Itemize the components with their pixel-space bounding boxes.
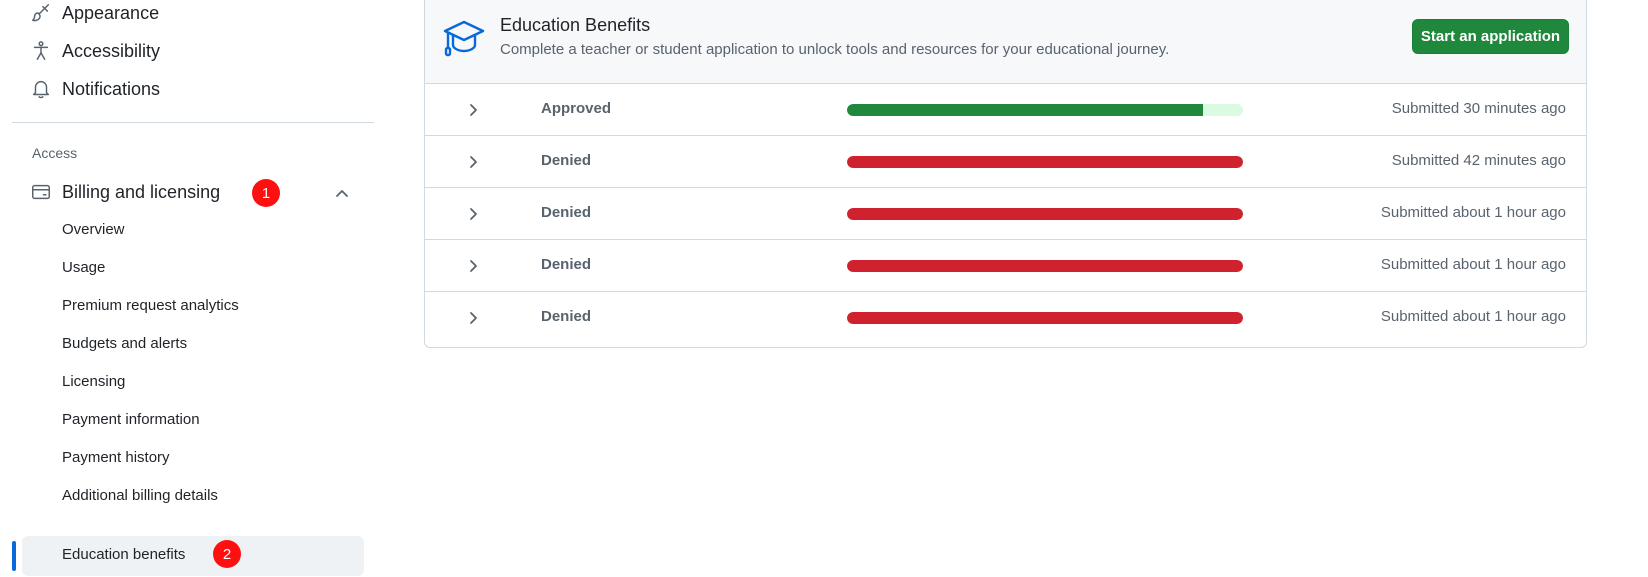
- credit-card-icon: [32, 184, 50, 200]
- sidebar-subitem-payment-information[interactable]: Payment information: [62, 411, 200, 428]
- chevron-right-icon[interactable]: [463, 308, 483, 328]
- sidebar-item-accessibility[interactable]: Accessibility: [30, 40, 160, 62]
- paintbrush-icon: [32, 4, 50, 22]
- chevron-right-icon[interactable]: [463, 256, 483, 276]
- sidebar-subitem-usage[interactable]: Usage: [62, 259, 106, 276]
- panel-title: Education Benefits: [500, 15, 651, 35]
- education-benefits-panel: Education Benefits Complete a teacher or…: [424, 0, 1587, 348]
- application-progress-bar: [847, 312, 1243, 324]
- application-row[interactable]: Denied Submitted about 1 hour ago: [425, 292, 1586, 344]
- annotation-badge-2: 2: [213, 540, 241, 568]
- sidebar-subitem-licensing[interactable]: Licensing: [62, 373, 126, 390]
- application-progress-fill: [847, 156, 1243, 168]
- chevron-right-icon[interactable]: [463, 152, 483, 172]
- chevron-right-icon[interactable]: [463, 100, 483, 120]
- application-progress-bar: [847, 104, 1243, 116]
- bell-icon: [32, 80, 50, 99]
- application-submitted-time: Submitted 42 minutes ago: [1391, 152, 1566, 169]
- application-row[interactable]: Denied Submitted 42 minutes ago: [425, 136, 1586, 188]
- application-status: Denied: [541, 204, 592, 221]
- application-submitted-time: Submitted about 1 hour ago: [1380, 308, 1566, 325]
- annotation-badge-1: 1: [252, 179, 280, 207]
- sidebar-item-billing-and-licensing[interactable]: Billing and licensing: [30, 181, 360, 203]
- application-progress-fill: [847, 208, 1243, 220]
- sidebar-subitem-premium-request-analytics[interactable]: Premium request analytics: [62, 297, 239, 314]
- start-application-button[interactable]: Start an application: [1412, 19, 1569, 54]
- application-status: Denied: [541, 256, 592, 273]
- application-progress-fill: [847, 260, 1243, 272]
- application-status: Approved: [541, 100, 612, 117]
- sidebar-item-label: Accessibility: [62, 40, 161, 61]
- sidebar-subitem-payment-history[interactable]: Payment history: [62, 449, 170, 466]
- application-submitted-time: Submitted about 1 hour ago: [1380, 204, 1566, 221]
- sidebar-item-appearance[interactable]: Appearance: [30, 2, 159, 24]
- access-section-heading: Access: [32, 145, 78, 161]
- accessibility-icon: [33, 41, 49, 60]
- sidebar-item-label: Billing and licensing: [62, 181, 221, 202]
- sidebar-divider: [12, 122, 374, 123]
- settings-sidebar: Appearance Accessibility Notifications A…: [0, 0, 380, 577]
- application-status: Denied: [541, 152, 592, 169]
- sidebar-subitem-overview[interactable]: Overview: [62, 221, 125, 238]
- panel-header: Education Benefits Complete a teacher or…: [425, 0, 1586, 84]
- application-status: Denied: [541, 308, 592, 325]
- application-progress-fill: [847, 104, 1204, 116]
- sidebar-item-label: Notifications: [62, 78, 161, 99]
- application-progress-fill: [847, 312, 1243, 324]
- application-progress-bar: [847, 208, 1243, 220]
- sidebar-subitem-label-education-benefits: Education benefits: [62, 546, 186, 563]
- application-row[interactable]: Approved Submitted 30 minutes ago: [425, 84, 1586, 136]
- sidebar-subitem-additional-billing-details[interactable]: Additional billing details: [62, 487, 218, 504]
- application-row[interactable]: Denied Submitted about 1 hour ago: [425, 188, 1586, 240]
- active-indicator: [12, 541, 16, 571]
- application-submitted-time: Submitted about 1 hour ago: [1380, 256, 1566, 273]
- chevron-up-icon[interactable]: [332, 183, 352, 203]
- sidebar-subitem-education-benefits[interactable]: [22, 536, 364, 576]
- application-progress-bar: [847, 156, 1243, 168]
- mortarboard-icon: [443, 20, 485, 57]
- application-row[interactable]: Denied Submitted about 1 hour ago: [425, 240, 1586, 292]
- application-submitted-time: Submitted 30 minutes ago: [1391, 100, 1566, 117]
- sidebar-item-label: Appearance: [62, 2, 160, 23]
- application-progress-bar: [847, 260, 1243, 272]
- panel-description: Complete a teacher or student applicatio…: [500, 41, 1170, 58]
- sidebar-subitem-budgets-and-alerts[interactable]: Budgets and alerts: [62, 335, 188, 352]
- chevron-right-icon[interactable]: [463, 204, 483, 224]
- sidebar-item-notifications[interactable]: Notifications: [30, 78, 160, 100]
